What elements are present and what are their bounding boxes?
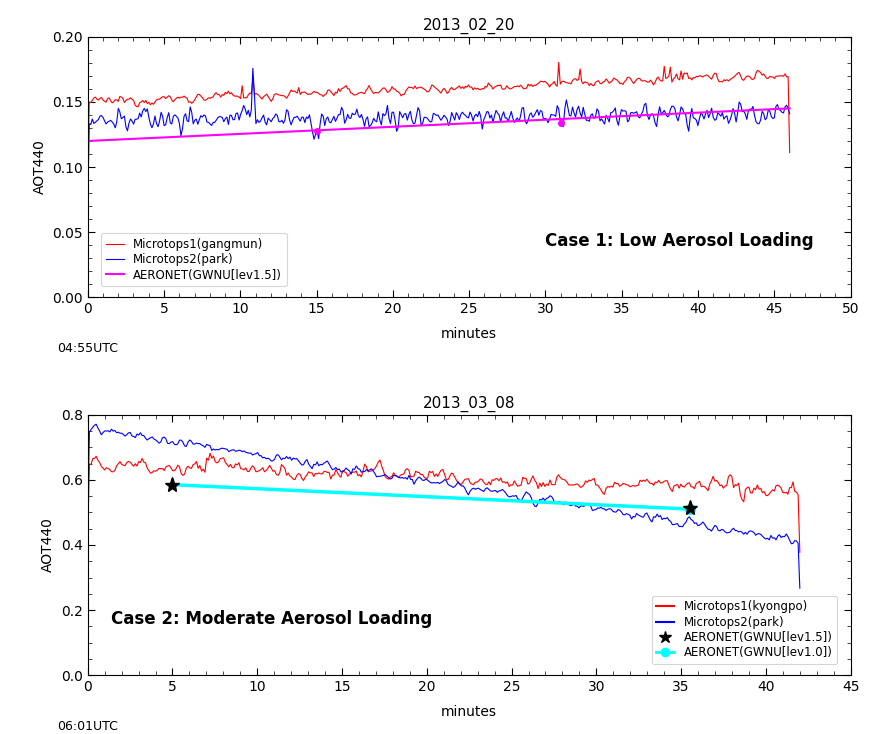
Microtops1(gangmun)	[677, 75, 688, 84]
Microtops1(gangmun)	[784, 148, 795, 157]
Microtops1(kyongpo)	[205, 449, 216, 458]
Line: Microtops2(park): Microtops2(park)	[88, 68, 789, 206]
Microtops2(park)	[652, 122, 662, 131]
Microtops2(park)	[108, 426, 118, 435]
Microtops2(park)	[670, 104, 681, 113]
Microtops1(kyongpo)	[82, 533, 93, 542]
Microtops1(kyongpo)	[106, 468, 117, 476]
Microtops2(park)	[671, 520, 681, 528]
Legend: Microtops1(kyongpo), Microtops2(park), AERONET(GWNU[lev1.5]), AERONET(GWNU[lev1.: Microtops1(kyongpo), Microtops2(park), A…	[652, 595, 838, 664]
Microtops2(park)	[436, 478, 446, 487]
Microtops1(kyongpo)	[402, 465, 412, 473]
Microtops2(park)	[91, 420, 102, 429]
Legend: Microtops1(gangmun), Microtops2(park), AERONET(GWNU[lev1.5]): Microtops1(gangmun), Microtops2(park), A…	[101, 233, 287, 286]
Microtops1(kyongpo)	[436, 466, 446, 475]
Microtops2(park)	[322, 457, 332, 465]
Microtops1(gangmun)	[460, 82, 471, 91]
Microtops1(kyongpo)	[671, 481, 681, 490]
Title: 2013_03_08: 2013_03_08	[423, 396, 516, 412]
Line: Microtops1(gangmun): Microtops1(gangmun)	[88, 62, 789, 167]
Title: 2013_02_20: 2013_02_20	[423, 18, 516, 34]
Microtops2(park)	[96, 111, 107, 120]
Microtops2(park)	[318, 112, 329, 120]
Microtops2(park)	[784, 109, 795, 118]
Text: Case 1: Low Aerosol Loading: Case 1: Low Aerosol Loading	[545, 233, 814, 250]
Microtops2(park)	[82, 202, 93, 211]
Microtops1(gangmun)	[553, 58, 564, 67]
Microtops1(kyongpo)	[322, 468, 332, 477]
Text: 06:01UTC: 06:01UTC	[57, 720, 118, 733]
Microtops2(park)	[766, 531, 776, 540]
Text: Case 2: Moderate Aerosol Loading: Case 2: Moderate Aerosol Loading	[111, 611, 431, 628]
Microtops1(gangmun)	[82, 162, 93, 171]
Microtops1(gangmun)	[317, 90, 327, 99]
Y-axis label: AOT440: AOT440	[41, 517, 55, 573]
Microtops2(park)	[247, 64, 258, 73]
Y-axis label: AOT440: AOT440	[32, 139, 46, 195]
Microtops1(kyongpo)	[766, 487, 776, 496]
Text: 04:55UTC: 04:55UTC	[57, 342, 118, 355]
Microtops1(gangmun)	[670, 73, 681, 82]
Microtops1(kyongpo)	[795, 548, 805, 556]
Microtops2(park)	[795, 584, 805, 592]
Line: Microtops2(park): Microtops2(park)	[88, 424, 800, 588]
Microtops2(park)	[677, 104, 688, 113]
X-axis label: minutes: minutes	[441, 327, 497, 341]
Microtops2(park)	[461, 113, 472, 122]
Microtops1(gangmun)	[652, 74, 662, 83]
X-axis label: minutes: minutes	[441, 705, 497, 719]
Microtops1(gangmun)	[96, 93, 107, 102]
Line: Microtops1(kyongpo): Microtops1(kyongpo)	[88, 454, 800, 552]
Microtops2(park)	[82, 509, 93, 517]
Microtops2(park)	[402, 475, 412, 484]
